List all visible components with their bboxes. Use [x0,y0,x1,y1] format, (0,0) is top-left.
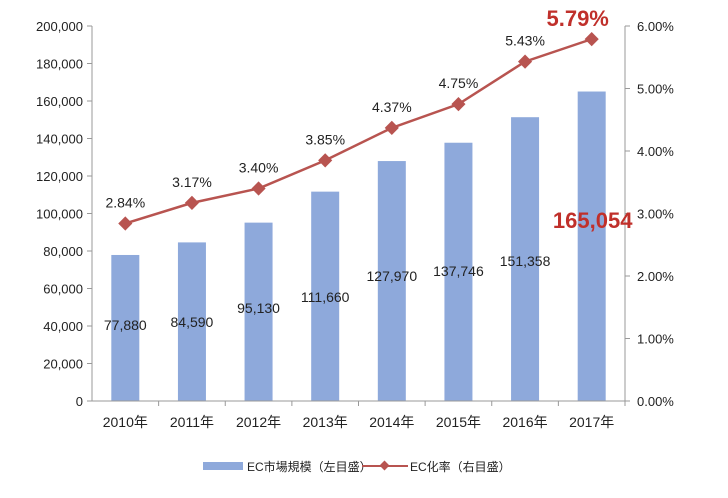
bar-value-label: 84,590 [171,314,214,330]
left-tick-label: 100,000 [36,207,83,222]
x-tick-label: 2017年 [569,414,614,430]
bar-value-label: 95,130 [237,300,280,316]
left-tick-label: 180,000 [36,57,83,72]
line-value-label: 3.85% [305,131,345,147]
bar [444,142,473,401]
left-tick-label: 0 [76,394,83,409]
left-tick-label: 120,000 [36,169,83,184]
left-tick-label: 20,000 [43,357,83,372]
bar [177,242,206,401]
legend-line-label: EC化率（右目盛） [410,459,511,474]
left-tick-label: 40,000 [43,319,83,334]
line-value-label: 2.84% [105,195,145,211]
left-tick-label: 160,000 [36,94,83,109]
right-tick-label: 6.00% [637,19,674,34]
line-point [118,216,133,231]
x-tick-label: 2010年 [103,414,148,430]
line-point [184,195,200,210]
legend-bar-label: EC市場規模（左目盛） [247,459,372,474]
line-point [384,120,399,135]
bar [377,161,406,401]
x-tick-label: 2015年 [436,414,481,430]
ec-rate-line [124,37,593,225]
line-value-label: 4.37% [372,99,412,115]
bar-value-label: 77,880 [104,317,147,333]
bar [244,222,273,401]
line-value-label: 3.17% [172,174,212,190]
bar [311,191,340,401]
x-tick-label: 2014年 [369,414,414,430]
left-tick-label: 60,000 [43,282,83,297]
right-tick-label: 3.00% [637,207,674,222]
right-tick-label: 1.00% [637,332,674,347]
bar-value-label: 127,970 [367,268,418,284]
bar-value-label: 165,054 [553,208,633,233]
bar-value-label: 111,660 [301,289,350,305]
line-point [517,54,533,69]
left-tick-label: 200,000 [36,19,83,34]
right-tick-label: 4.00% [637,144,674,159]
line-value-label: 4.75% [439,75,479,91]
line-point [451,97,466,112]
bar-value-label: 137,746 [433,263,484,279]
bar [577,91,606,402]
x-tick-label: 2012年 [236,414,281,430]
bar [511,117,540,402]
x-tick-label: 2016年 [502,414,547,430]
right-tick-label: 5.00% [637,82,674,97]
line-point [251,181,266,196]
left-tick-label: 80,000 [43,244,83,259]
line-value-label: 5.43% [505,33,545,49]
x-tick-label: 2013年 [303,414,348,430]
right-tick-label: 2.00% [637,269,674,284]
bar-value-label: 151,358 [500,253,551,269]
line-value-label: 5.79% [546,6,608,31]
x-tick-label: 2011年 [170,414,214,430]
line-point [584,32,599,47]
bar [111,254,140,401]
legend: EC市場規模（左目盛） EC化率（右目盛） [203,459,511,474]
right-tick-label: 0.00% [637,394,674,409]
legend-diamond-icon [379,460,390,471]
legend-bar-swatch [203,462,243,470]
line-point [318,153,333,168]
left-tick-label: 140,000 [36,132,83,147]
line-value-label: 3.40% [239,160,279,176]
